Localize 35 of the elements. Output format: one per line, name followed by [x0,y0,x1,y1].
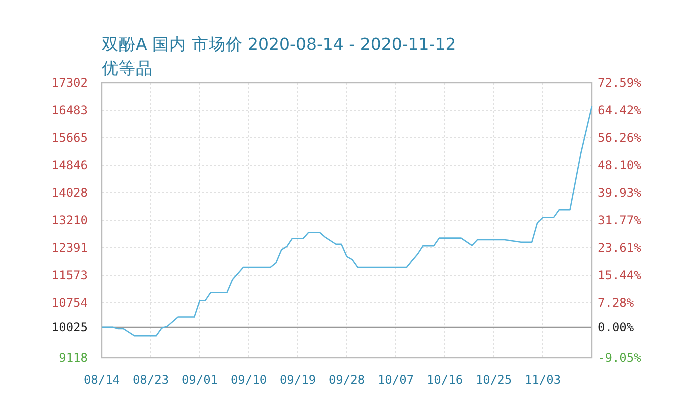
y-tick-label: 15665 [52,131,88,146]
y-tick-label: 12391 [52,241,88,256]
x-tick-label: 10/07 [378,373,414,387]
y2-tick-label: -9.05% [598,351,642,365]
y-tick-label: 16483 [52,104,88,118]
y-tick-label: 13210 [52,214,88,228]
y-tick-label: 14028 [52,186,88,200]
y2-tick-label: 15.44% [598,268,642,283]
x-tick-label: 09/28 [328,373,366,387]
y2-tick-label: 48.10% [598,158,642,172]
y2-tick-label: 56.26% [598,131,642,146]
x-tick-label: 09/01 [182,373,218,387]
chart-title: 双酚A 国内 市场价 2020-08-14 - 2020-11-12 [102,35,456,54]
y-tick-label: 17302 [52,76,88,90]
y-tick-label: 14846 [52,158,88,173]
chart-subtitle: 优等品 [102,59,153,78]
y2-tick-label: 64.42% [598,104,642,118]
y2-tick-label: 72.59% [598,76,642,90]
y-tick-label: 11573 [52,268,88,283]
y-tick-label: 10025 [52,320,88,335]
y-tick-label: 9118 [59,351,88,365]
x-tick-label: 11/03 [524,373,562,387]
x-tick-label: 09/10 [230,373,268,387]
x-tick-label: 10/25 [476,373,512,387]
y2-tick-label: 31.77% [598,214,642,228]
y2-tick-label: 7.28% [598,296,635,310]
x-tick-label: 08/14 [84,373,120,387]
x-tick-label: 09/19 [280,373,316,387]
x-tick-label: 10/16 [426,373,464,387]
y2-tick-label: 0.00% [598,320,635,335]
line-series [101,106,593,337]
y2-tick-label: 39.93% [598,186,642,200]
y2-tick-label: 23.61% [598,240,642,255]
x-tick-label: 08/23 [132,373,170,387]
y-tick-label: 10754 [52,296,88,310]
